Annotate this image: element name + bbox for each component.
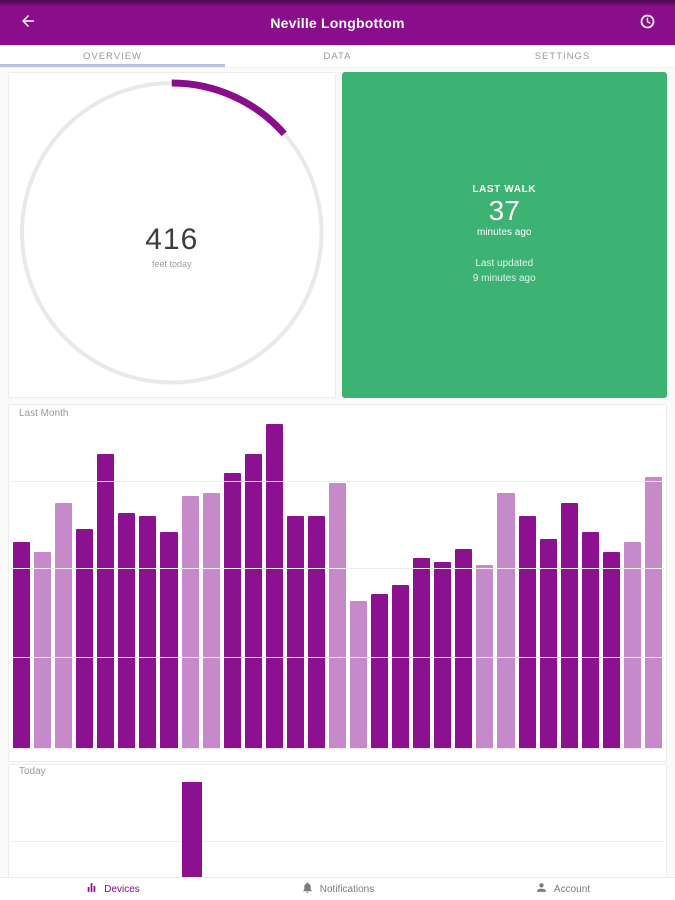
last-month-bar[interactable] xyxy=(286,515,304,748)
last-updated-label: Last updated xyxy=(475,258,534,270)
last-month-bar[interactable] xyxy=(328,483,346,748)
last-month-bar[interactable] xyxy=(202,492,220,748)
gridline xyxy=(11,841,664,842)
nav-account-label: Account xyxy=(553,883,591,895)
last-month-bar[interactable] xyxy=(181,496,199,748)
nav-item-account[interactable]: Account xyxy=(450,878,675,900)
last-month-bar[interactable] xyxy=(265,424,283,748)
last-month-bar[interactable] xyxy=(560,502,578,748)
last-month-bar[interactable] xyxy=(644,476,662,748)
gridline xyxy=(11,657,664,659)
last-walk-value: 37 xyxy=(488,194,520,226)
activity-ring-card[interactable]: 416 feet today xyxy=(8,72,336,398)
last-month-bar[interactable] xyxy=(581,532,599,748)
today-label: Today xyxy=(19,766,46,777)
tab-bar: OVERVIEW DATA SETTINGS xyxy=(0,45,675,68)
last-month-label: Last Month xyxy=(19,408,69,419)
last-month-chart-card: Last Month xyxy=(8,404,667,762)
feet-count-value: 416 xyxy=(145,223,199,256)
gridline xyxy=(11,480,664,482)
last-month-bar[interactable] xyxy=(223,473,241,748)
status-bar-shadow xyxy=(0,0,675,7)
last-month-bar[interactable] xyxy=(539,538,557,748)
last-walk-unit: minutes ago xyxy=(477,227,532,239)
bottom-nav: Devices Notifications Account xyxy=(0,877,675,900)
arrow-left-icon xyxy=(19,12,37,33)
gridline xyxy=(11,568,664,570)
last-month-bar[interactable] xyxy=(602,551,620,748)
history-clock-icon xyxy=(639,13,656,33)
overview-content: 416 feet today LAST WALK 37 minutes ago … xyxy=(0,68,675,881)
last-month-bar[interactable] xyxy=(244,453,262,748)
last-month-bar[interactable] xyxy=(34,551,52,748)
bell-icon xyxy=(301,881,314,897)
last-month-bar[interactable] xyxy=(497,492,515,748)
last-month-bar[interactable] xyxy=(392,584,410,748)
last-walk-heading: LAST WALK xyxy=(472,183,537,195)
today-bar-chart[interactable] xyxy=(11,777,664,878)
tab-data-label: DATA xyxy=(323,50,352,62)
last-month-bar[interactable] xyxy=(307,515,325,748)
last-month-bar[interactable] xyxy=(371,594,389,748)
last-month-bar[interactable] xyxy=(518,515,536,748)
last-updated-block: Last updated 9 minutes ago xyxy=(473,256,536,286)
app-header: Neville Longbottom xyxy=(0,0,675,45)
person-icon xyxy=(535,881,548,897)
last-month-bar[interactable] xyxy=(413,558,431,748)
tab-settings[interactable]: SETTINGS xyxy=(450,45,675,67)
last-month-bar[interactable] xyxy=(623,542,641,748)
nav-devices-label: Devices xyxy=(104,883,140,895)
last-month-bar-chart[interactable] xyxy=(11,421,664,749)
last-month-bar[interactable] xyxy=(139,515,157,748)
last-month-bar[interactable] xyxy=(118,512,136,748)
feet-count-caption: feet today xyxy=(151,259,192,269)
last-month-bar[interactable] xyxy=(434,561,452,748)
last-month-bar[interactable] xyxy=(160,532,178,748)
progress-ring-icon xyxy=(18,79,326,387)
tab-overview-label: OVERVIEW xyxy=(82,50,143,62)
nav-item-devices[interactable]: Devices xyxy=(0,878,225,900)
today-bar[interactable] xyxy=(182,782,203,877)
nav-notifications-label: Notifications xyxy=(319,883,375,895)
last-month-bar[interactable] xyxy=(476,564,494,748)
tab-data[interactable]: DATA xyxy=(225,45,450,67)
last-updated-value: 9 minutes ago xyxy=(472,273,536,285)
summary-cards-row: 416 feet today LAST WALK 37 minutes ago … xyxy=(0,68,675,398)
today-chart-card: Today xyxy=(8,764,667,881)
page-title: Neville Longbottom xyxy=(270,14,405,31)
tab-overview[interactable]: OVERVIEW xyxy=(0,45,225,67)
last-month-bar[interactable] xyxy=(13,542,31,748)
last-month-bar[interactable] xyxy=(350,600,368,748)
last-month-bar[interactable] xyxy=(97,453,115,748)
tab-settings-label: SETTINGS xyxy=(534,50,591,62)
nav-item-notifications[interactable]: Notifications xyxy=(225,878,450,900)
last-walk-card[interactable]: LAST WALK 37 minutes ago Last updated 9 … xyxy=(341,72,667,398)
bar-chart-icon xyxy=(85,881,98,897)
last-month-bar[interactable] xyxy=(455,548,473,748)
ring-center-text: 416 feet today xyxy=(9,223,335,269)
last-month-bar[interactable] xyxy=(76,528,94,748)
last-month-bar[interactable] xyxy=(55,502,73,748)
back-button[interactable] xyxy=(10,5,46,41)
history-button[interactable] xyxy=(629,5,665,41)
